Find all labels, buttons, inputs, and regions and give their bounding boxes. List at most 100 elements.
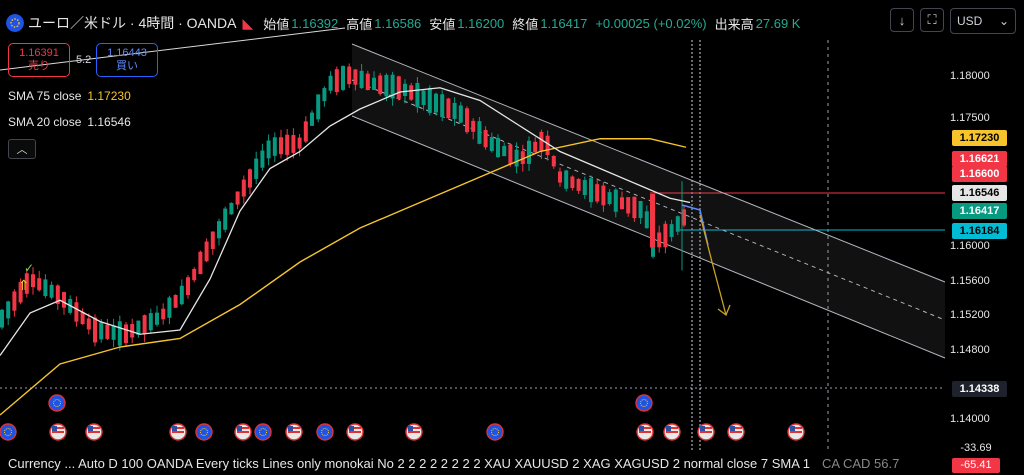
candle-body [471, 120, 476, 132]
us-canton-icon [700, 426, 705, 431]
candle-body [124, 324, 128, 344]
candle-body [477, 121, 482, 144]
us-stripe-icon [52, 431, 64, 433]
candle-body [589, 178, 593, 203]
us-canton-icon [349, 426, 354, 431]
us-stripe-icon [639, 431, 651, 433]
candle-body [241, 179, 246, 197]
symbol-title[interactable]: ユーロ／米ドル · 4時間 · OANDA [28, 15, 237, 31]
candle-body [669, 224, 674, 237]
projection-arrowhead [717, 304, 731, 317]
candle-body [260, 150, 265, 168]
eu-event-icon [48, 394, 66, 412]
candle-body [297, 137, 302, 149]
axis-tick-label: 1.14000 [950, 413, 990, 425]
candle-body [130, 324, 135, 338]
candle-body [657, 232, 662, 248]
candle-body [223, 208, 228, 230]
candle-body [452, 102, 457, 119]
candle-body [508, 144, 513, 165]
candle-body [626, 197, 631, 214]
price-badge: 1.16621 [952, 151, 1007, 167]
candle-body [496, 137, 500, 158]
candle-body [43, 279, 48, 297]
candle-body [334, 69, 339, 93]
candle-body [427, 87, 432, 113]
us-stripe-icon [700, 427, 712, 429]
currency-select[interactable]: USD ⌄ [950, 8, 1016, 34]
us-stripe-icon [172, 431, 184, 433]
eu-stars-icon [321, 428, 329, 436]
candle-body [186, 277, 190, 296]
us-stripe-icon [237, 427, 249, 429]
channel-fill [352, 44, 945, 358]
sma75-legend[interactable]: SMA 75 close 1.17230 [8, 89, 131, 103]
spread-value: 5.2 [76, 54, 92, 66]
candle-body [558, 171, 562, 183]
candle-body [285, 134, 290, 155]
candle-body [62, 292, 66, 308]
candle-body [310, 112, 314, 126]
axis-tick-label: 1.15200 [950, 309, 990, 321]
candle-body [55, 285, 60, 305]
candle-body [520, 151, 525, 164]
candle-body [179, 285, 184, 305]
eu-stars-icon [4, 428, 12, 436]
low-value: 1.16200 [457, 15, 505, 31]
bottom-tail-text: CA CAD 56.7 [822, 456, 900, 471]
candle-body [353, 69, 358, 85]
candle-body [644, 211, 649, 229]
fullscreen-icon[interactable]: ⛶ [920, 8, 944, 32]
axis-tick-label: 1.14800 [950, 344, 990, 356]
us-stripe-icon [288, 427, 300, 429]
candle-body [527, 140, 531, 164]
flag-icon[interactable]: ◣ [242, 14, 254, 31]
candle-body [365, 73, 370, 91]
candle-body [372, 77, 376, 90]
axis-tick-label: 1.17500 [950, 112, 990, 124]
candle-body [37, 278, 42, 291]
eu-event-icon [195, 423, 213, 441]
eu-event-icon [486, 423, 504, 441]
candle-body [74, 302, 79, 322]
trade-panel: 1.16391 売り 5.2 1.16443 買い [8, 43, 158, 77]
us-stripe-icon [88, 431, 100, 433]
candle-body [564, 170, 569, 189]
candle-body [502, 145, 507, 157]
candle-body [49, 284, 54, 298]
buy-button[interactable]: 1.16443 買い [96, 43, 158, 77]
candle-body [632, 196, 637, 219]
candle-body [272, 137, 277, 156]
bottom-indicator-text: Currency ... Auto D 100 OANDA Every tick… [8, 456, 811, 471]
candle-body [279, 137, 283, 155]
candle-body [0, 309, 4, 328]
price-badge: 1.17230 [952, 130, 1007, 146]
us-canton-icon [730, 426, 735, 431]
candle-body [24, 273, 29, 294]
candle-body [539, 131, 544, 152]
open-label: 始値 [263, 16, 290, 32]
collapse-legend-button[interactable]: ︿ [8, 139, 36, 159]
candle-body [136, 320, 141, 335]
download-icon[interactable]: ↓ [890, 8, 914, 32]
sma75-line [0, 138, 687, 416]
symbol-header: ユーロ／米ドル · 4時間 · OANDA ◣ 始値 1.16392 高値 1.… [0, 10, 808, 36]
candle-body [291, 134, 296, 153]
candle-body [638, 201, 643, 218]
eu-event-icon [0, 423, 17, 441]
candle-body [167, 297, 172, 318]
candle-body [86, 318, 91, 330]
candle-body [229, 202, 234, 215]
channel-lower [351, 115, 946, 359]
sell-button[interactable]: 1.16391 売り [8, 43, 70, 77]
sma20-legend[interactable]: SMA 20 close 1.16546 [8, 115, 131, 129]
us-stripe-icon [288, 431, 300, 433]
candle-body [198, 251, 203, 275]
sma75-label: SMA 75 close [8, 89, 82, 103]
candle-body [403, 83, 407, 97]
us-stripe-icon [408, 427, 420, 429]
candle-body [595, 184, 600, 202]
candle-body [545, 135, 550, 156]
candle-body [620, 197, 624, 210]
